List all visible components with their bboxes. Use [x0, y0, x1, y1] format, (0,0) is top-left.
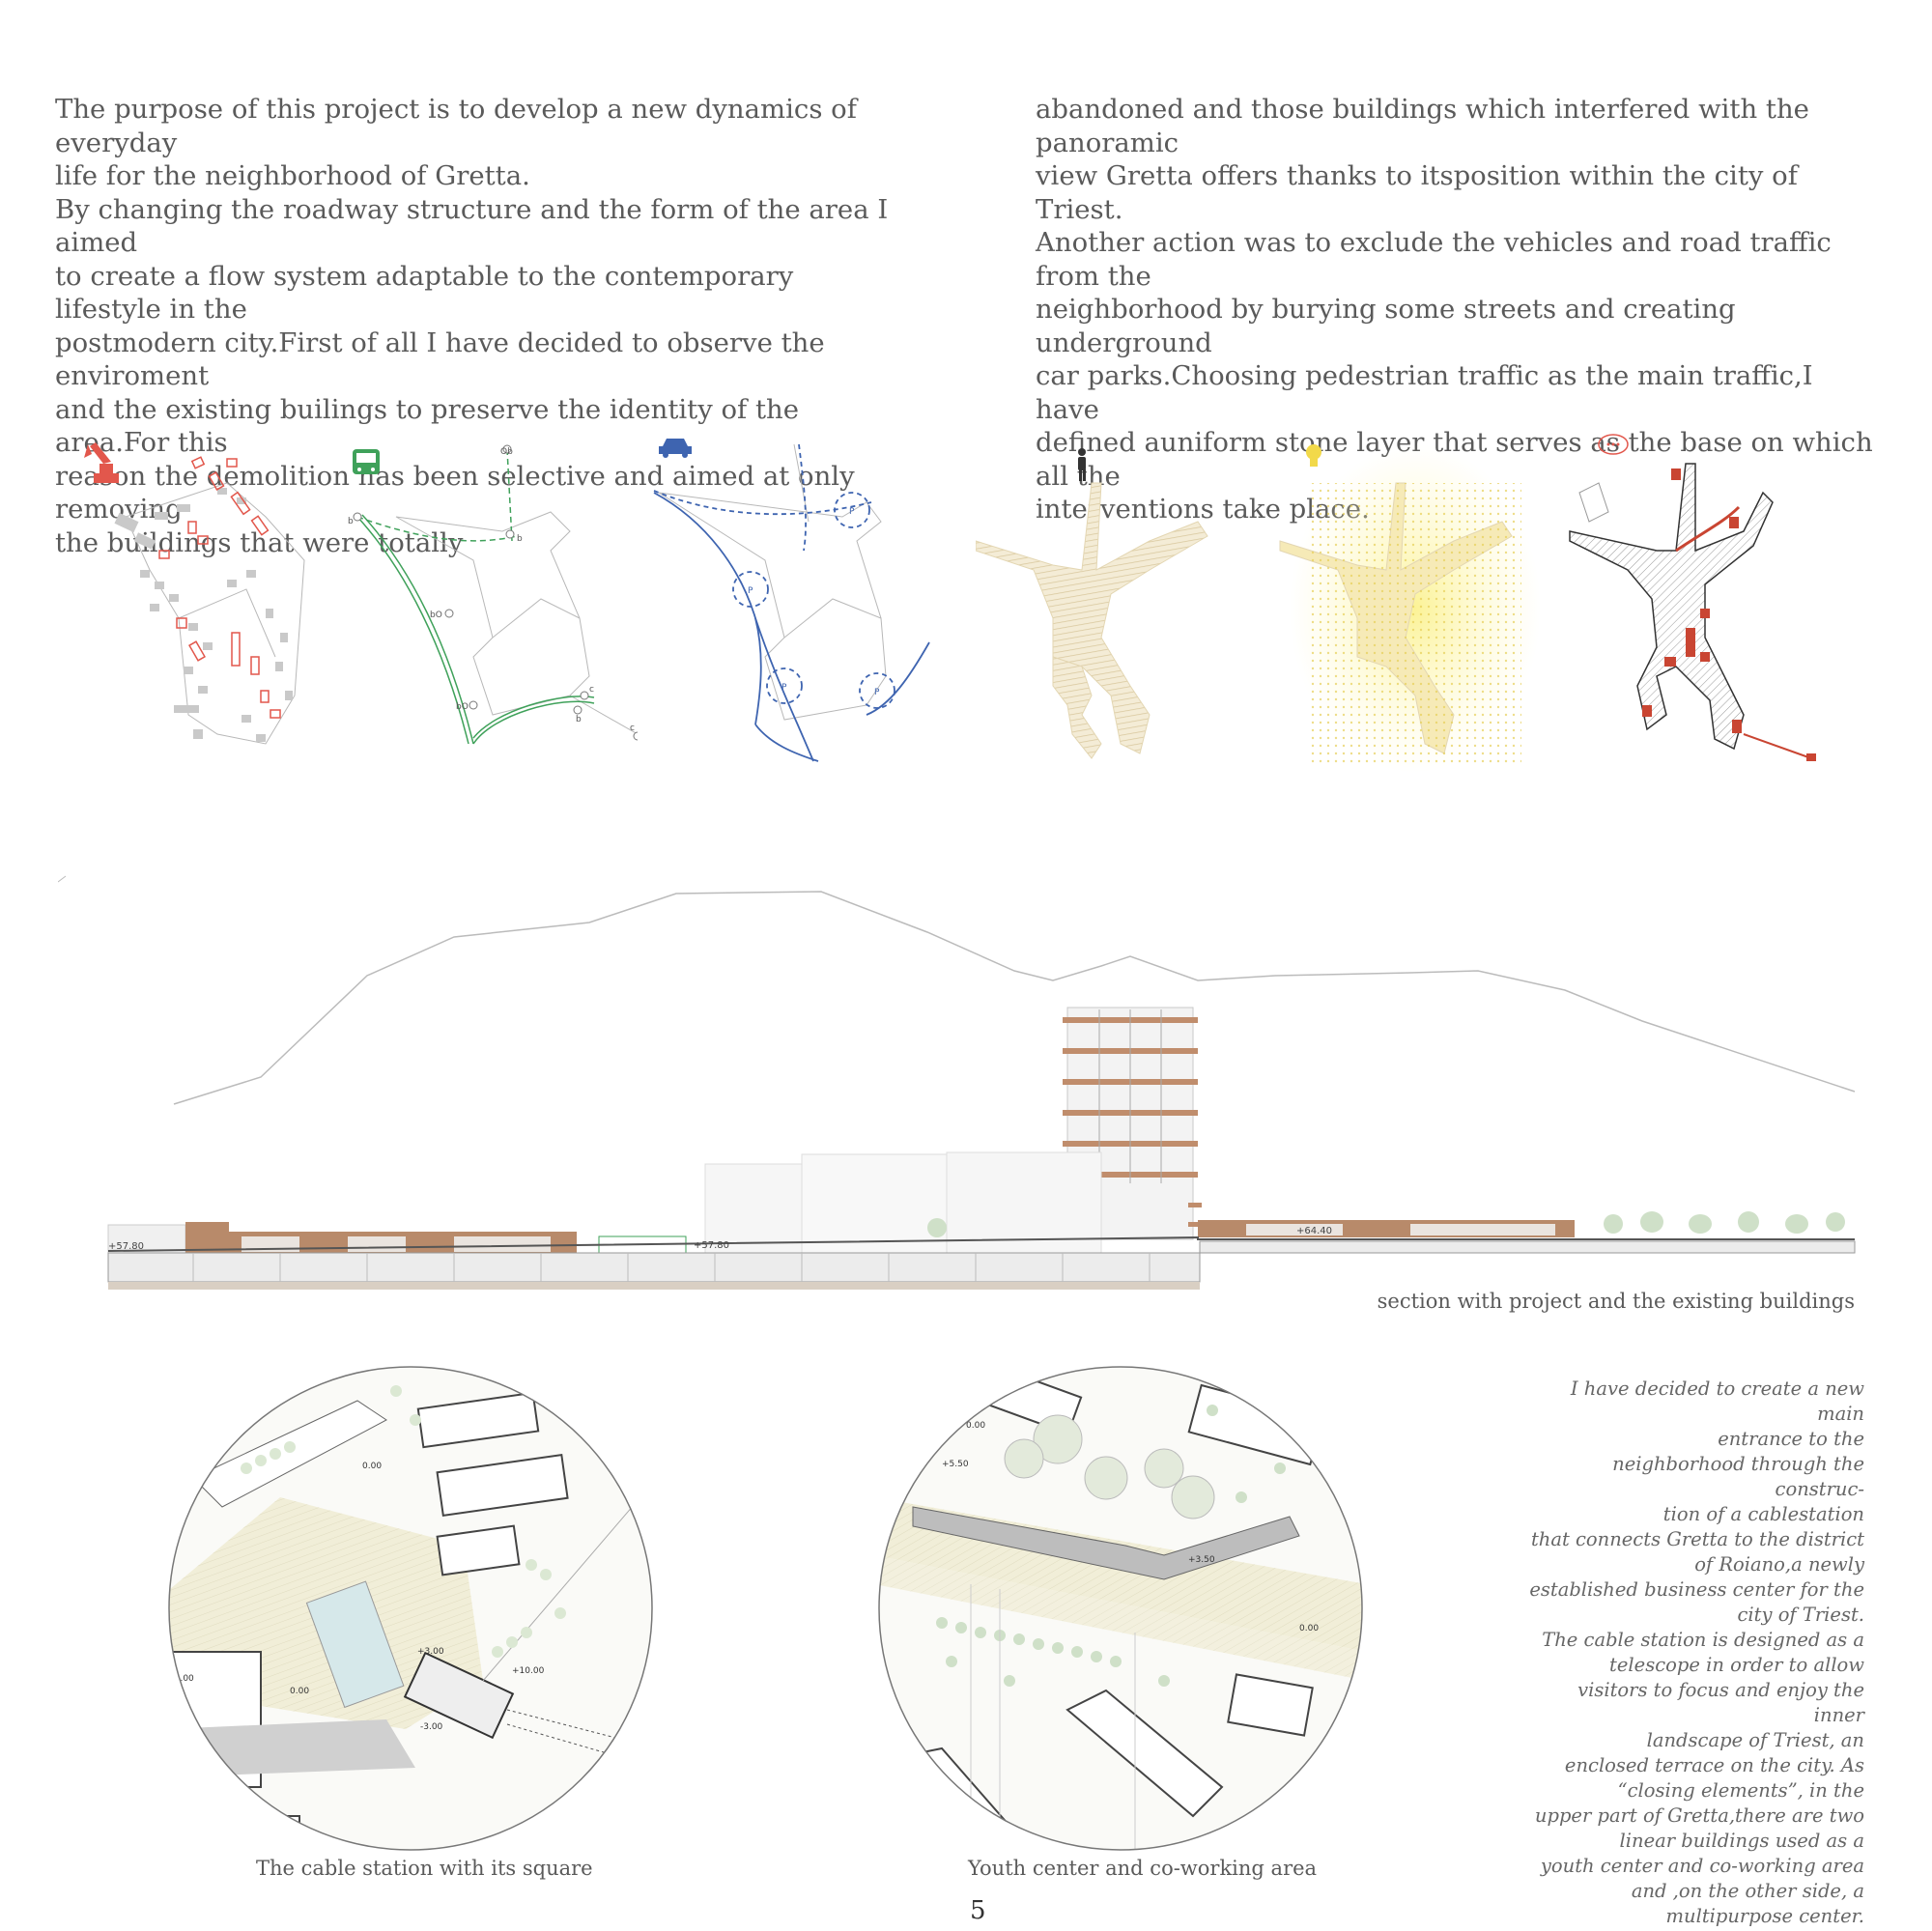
level-label: -3.00 — [420, 1722, 443, 1732]
text-line: “closing elements”, in the — [1617, 1779, 1864, 1802]
speech-bubble-icon — [1598, 434, 1629, 455]
pedestrian-icon — [1078, 448, 1086, 481]
level-label: +57.80 — [108, 1241, 144, 1252]
level-label: 0.00 — [290, 1687, 309, 1696]
parking-label: P — [874, 688, 880, 697]
stop-label: bO — [456, 702, 469, 712]
text-line: established business center for the — [1529, 1578, 1864, 1601]
text-line: youth center and co-working area — [1540, 1855, 1864, 1877]
text-line: car parks.Choosing pedestrian traffic as… — [1036, 360, 1813, 425]
text-line: enclosed terrace on the city. As — [1564, 1754, 1864, 1776]
cable-station-plan: 0.00 0.00 +3.00 +10.00 -3.00 35.00 — [168, 1366, 653, 1851]
youth-center-plan: 0.00 +5.50 +3.50 0.00 — [878, 1366, 1363, 1851]
cable-station-caption: The cable station with its square — [256, 1857, 593, 1880]
text-line: to create a flow system adaptable to the… — [55, 260, 794, 326]
level-label: +64.40 — [1296, 1226, 1332, 1236]
stop-label: c — [630, 724, 635, 733]
car-traffic-diagram: P P P P — [653, 439, 930, 762]
text-line: entrance to the — [1718, 1428, 1864, 1450]
text-line: and the existing builings to preserve th… — [55, 393, 799, 459]
page-number: 5 — [970, 1896, 986, 1925]
parking-label: P — [849, 507, 855, 517]
text-line: The cable station is designed as a — [1542, 1629, 1864, 1651]
bus-routes-diagram: b b bO bO b c c Ob — [348, 444, 638, 745]
stop-label: b — [348, 517, 354, 526]
text-line: of Roiano,a newly — [1694, 1553, 1864, 1576]
lighting-diagram — [1279, 444, 1541, 773]
existing-buildings-left — [107, 1222, 577, 1255]
youth-center-section — [1198, 1220, 1575, 1237]
text-line: I have decided to create a new main — [1570, 1377, 1864, 1425]
text-line: tion of a cablestation — [1662, 1503, 1864, 1525]
text-line: and ,on the other side, a — [1631, 1880, 1864, 1902]
site-section: +57.80 +57.80 +64.40 — [58, 875, 1856, 1290]
social-nodes-diagram — [1569, 434, 1816, 761]
text-line: that connects Gretta to the district — [1530, 1528, 1864, 1550]
text-line: city of Triest. — [1737, 1604, 1864, 1626]
text-line: The purpose of this project is to develo… — [55, 94, 857, 158]
text-line: postmodern city.First of all I have deci… — [55, 327, 825, 392]
text-line: By changing the roadway structure and th… — [55, 193, 889, 259]
parking-label: P — [781, 683, 787, 693]
text-line: telescope in order to allow — [1609, 1654, 1864, 1676]
text-line: abandoned and those buildings which inte… — [1036, 94, 1809, 158]
level-label: +3.00 — [417, 1647, 444, 1657]
stop-label: b — [576, 715, 582, 724]
cable-station — [403, 1651, 515, 1740]
stop-label: c — [589, 685, 594, 695]
youth-center-caption: Youth center and co-working area — [968, 1857, 1318, 1880]
text-line: life for the neighborhood of Gretta. — [55, 160, 530, 191]
text-line: neighborhood by burying some streets and… — [1036, 294, 1736, 358]
level-label: 0.00 — [1299, 1624, 1319, 1633]
text-line: neighborhood through the construc- — [1612, 1453, 1864, 1500]
text-line: linear buildings used as a — [1619, 1830, 1864, 1852]
pedestrian-diagram — [976, 448, 1208, 759]
hill-skyline — [173, 891, 1856, 1105]
intro-paragraph-right: abandoned and those buildings which inte… — [1036, 93, 1876, 526]
bus-icon — [353, 449, 380, 474]
level-label: +5.50 — [942, 1460, 969, 1469]
stop-label: bO — [430, 611, 442, 620]
text-line: visitors to focus and enjoy the inner — [1577, 1679, 1864, 1726]
side-description: I have decided to create a new main entr… — [1526, 1377, 1864, 1929]
text-line: landscape of Triest, an — [1646, 1729, 1864, 1751]
text-line: multipurpose center. — [1665, 1905, 1864, 1927]
excavator-icon — [84, 442, 119, 483]
lightbulb-icon — [1306, 444, 1321, 467]
text-line: Another action was to exclude the vehicl… — [1036, 227, 1832, 292]
text-line: view Gretta offers thanks to itsposition… — [1036, 160, 1798, 225]
tower — [1063, 1007, 1202, 1240]
level-label: +3.50 — [1188, 1555, 1215, 1565]
car-icon — [659, 439, 692, 458]
level-label: 0.00 — [362, 1462, 382, 1471]
section-caption: section with project and the existing bu… — [1377, 1290, 1855, 1313]
text-line: upper part of Gretta,there are two — [1534, 1804, 1864, 1827]
level-label: +10.00 — [512, 1666, 545, 1676]
level-label: 35.00 — [169, 1674, 194, 1684]
parking-label: P — [748, 586, 753, 596]
stop-label: b — [517, 534, 523, 544]
level-label: 0.00 — [966, 1421, 985, 1431]
stop-label: Ob — [500, 447, 513, 457]
demolition-diagram — [84, 442, 305, 745]
level-label: +57.80 — [694, 1240, 729, 1251]
